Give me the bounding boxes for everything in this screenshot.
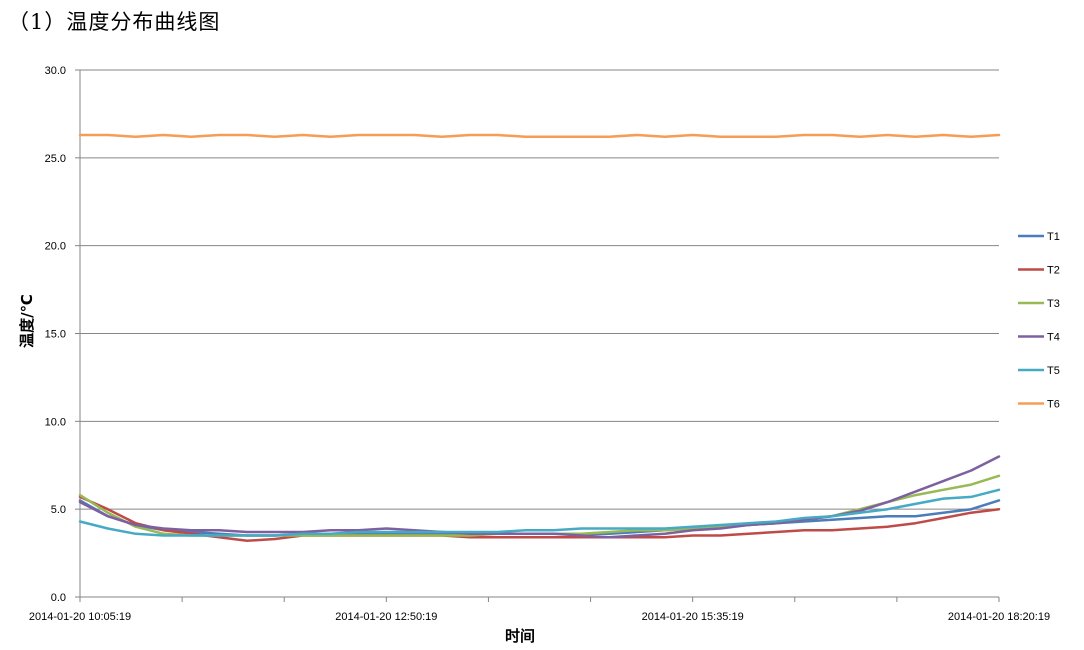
legend: T1 T2 T3 T4 T5 T6 [1018, 231, 1060, 411]
series-lines [78, 133, 1001, 543]
legend-label-t1: T1 [1047, 231, 1060, 243]
y-tick-label: 20.0 [45, 241, 66, 253]
y-tick-label: 15.0 [45, 329, 66, 341]
x-axis-title: 时间 [505, 627, 535, 645]
y-axis-title: 温度/℃ [18, 294, 36, 348]
y-tick-label: 10.0 [45, 416, 66, 428]
legend-label-t2: T2 [1047, 265, 1060, 277]
legend-label-t5: T5 [1047, 365, 1060, 377]
y-tick-labels: 0.0 5.0 10.0 15.0 20.0 25.0 30.0 [45, 65, 66, 604]
y-tick-label: 25.0 [45, 153, 66, 165]
series-line-t6 [78, 133, 1001, 139]
section-heading: （1）温度分布曲线图 [8, 10, 221, 34]
y-tick-label: 5.0 [51, 504, 66, 516]
y-tick-label: 0.0 [51, 592, 66, 604]
y-tick-label: 30.0 [45, 65, 66, 77]
x-tick-labels: 2014-01-20 10:05:19 2014-01-20 12:50:19 20… [29, 611, 1050, 623]
legend-label-t6: T6 [1047, 399, 1060, 411]
series-line-t2 [78, 495, 1001, 543]
legend-label-t4: T4 [1047, 332, 1060, 344]
x-tick-label: 2014-01-20 10:05:19 [29, 611, 131, 623]
series-line-t5 [78, 488, 1001, 537]
x-tick-label: 2014-01-20 18:20:19 [948, 611, 1050, 623]
legend-label-t3: T3 [1047, 298, 1060, 310]
axes [75, 69, 1000, 602]
x-tick-label: 2014-01-20 12:50:19 [335, 611, 437, 623]
x-tick-label: 2014-01-20 15:35:19 [642, 611, 744, 623]
series-line-t3 [78, 474, 1001, 537]
series-line-t4 [78, 455, 1001, 539]
gridlines [80, 69, 999, 510]
